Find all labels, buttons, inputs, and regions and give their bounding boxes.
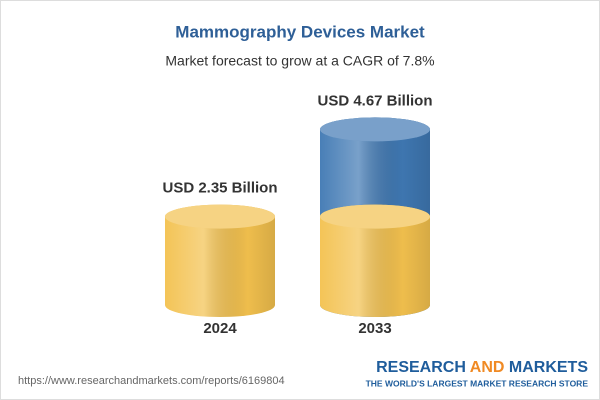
cylinder-top-highlight <box>165 204 275 229</box>
cylinder-top <box>165 204 275 229</box>
cylinder-shade <box>319 204 430 317</box>
x-tick-label: 2024 <box>203 320 237 337</box>
cylinder-top <box>320 117 430 142</box>
cylinder-top-highlight <box>320 117 430 142</box>
cylinder-shade <box>165 204 275 317</box>
tagline: THE WORLD'S LARGEST MARKET RESEARCH STOR… <box>366 378 589 388</box>
cylinder-top <box>320 204 430 229</box>
brand: RESEARCH AND MARKETS <box>376 359 588 376</box>
source-url: https://www.researchandmarkets.com/repor… <box>18 375 285 387</box>
plot: USD 2.35 Billion 2024 USD 4.67 Billion 2033 <box>162 92 432 337</box>
chart-subtitle: Market forecast to grow at a CAGR of 7.8… <box>165 53 434 69</box>
cylinder-top-highlight <box>320 204 430 229</box>
value-label: USD 4.67 Billion <box>317 92 432 109</box>
value-label: USD 2.35 Billion <box>162 180 277 197</box>
brand-part: MARKETS <box>509 359 588 376</box>
brand-part: AND <box>470 359 505 376</box>
brand-part: RESEARCH <box>376 359 466 376</box>
x-tick-label: 2033 <box>358 320 391 337</box>
chart-title: Mammography Devices Market <box>175 22 425 41</box>
